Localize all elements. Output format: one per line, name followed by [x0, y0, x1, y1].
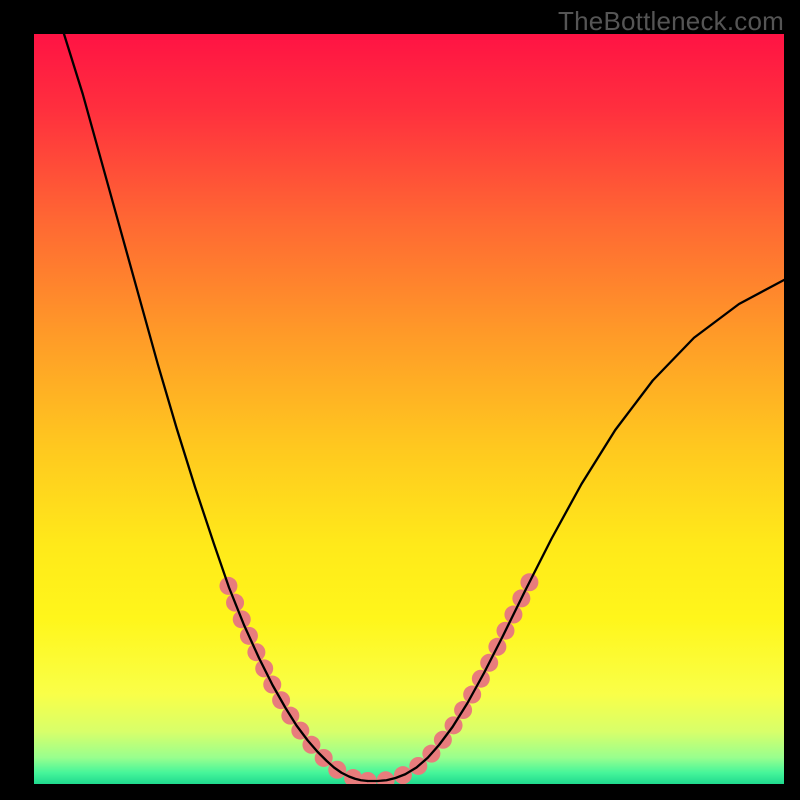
- curve-right-branch: [368, 280, 784, 781]
- watermark-text: TheBottleneck.com: [558, 6, 784, 37]
- curve-left-branch: [64, 34, 368, 781]
- highlight-dot: [377, 771, 395, 784]
- highlight-dot: [359, 772, 377, 784]
- curve-layer: [34, 34, 784, 784]
- highlight-dots: [219, 573, 538, 784]
- figure: TheBottleneck.com: [0, 0, 800, 800]
- plot-area: [34, 34, 784, 784]
